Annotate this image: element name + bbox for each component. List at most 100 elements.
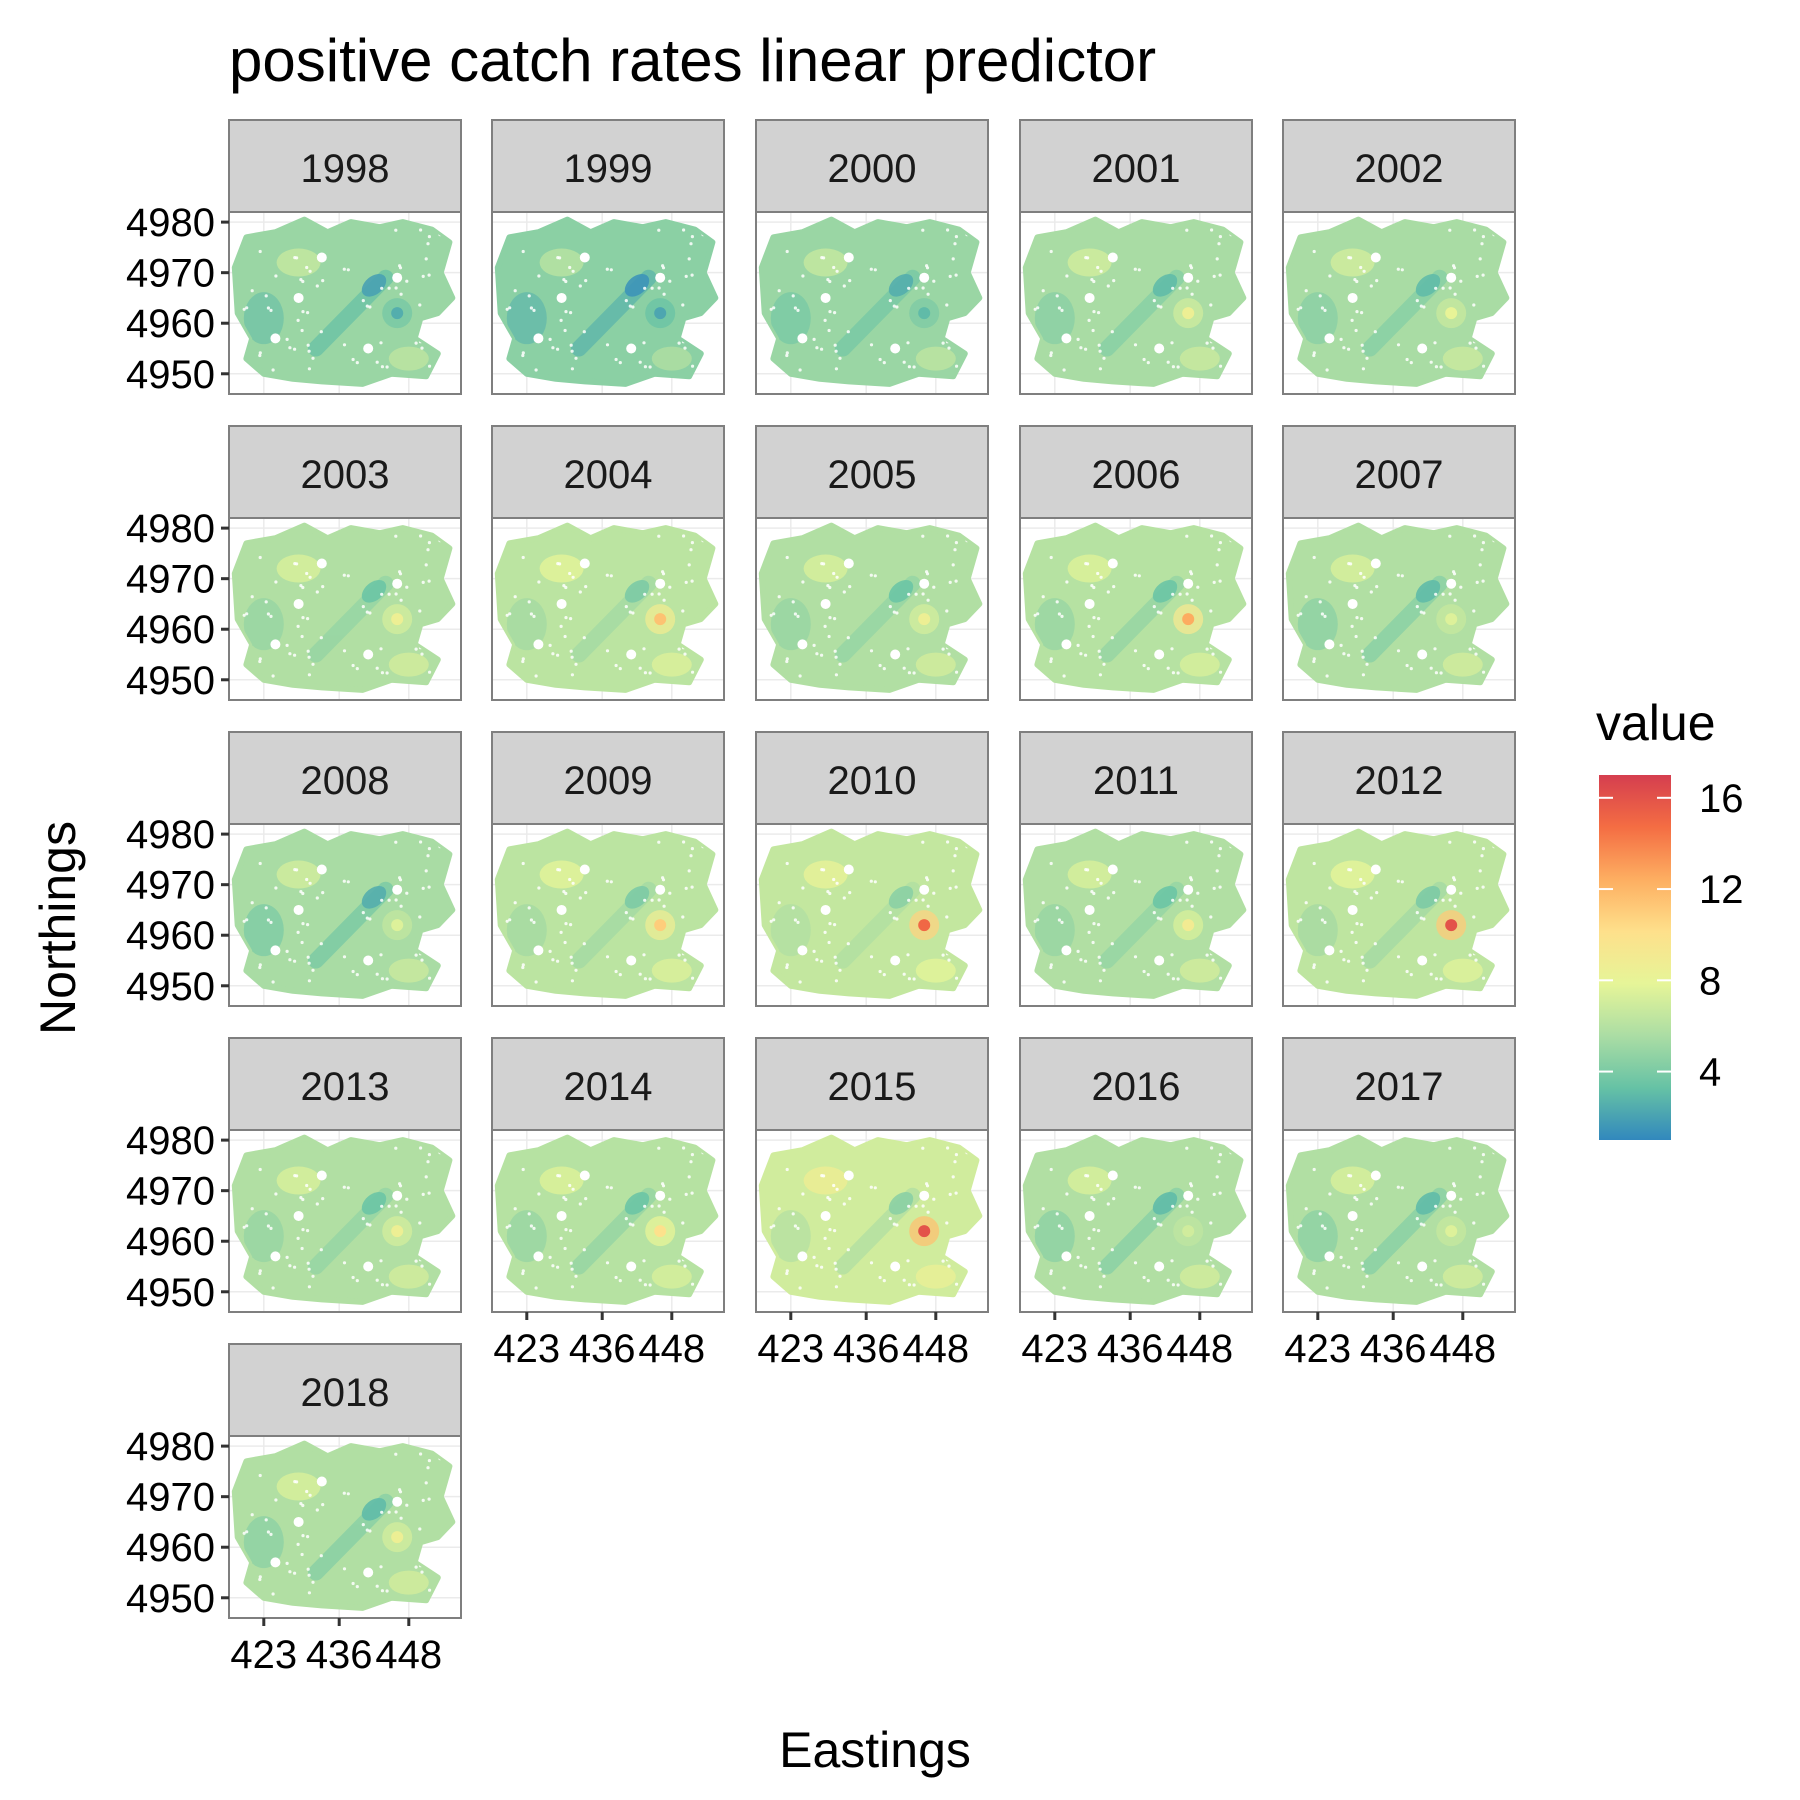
gap-speck: [584, 1197, 588, 1201]
gap-speck: [301, 922, 305, 926]
gap-speck: [906, 1259, 910, 1263]
gap-speck: [258, 1473, 262, 1478]
gap-hole: [556, 598, 567, 609]
gap-speck: [1320, 612, 1324, 616]
gap-speck: [1098, 673, 1102, 677]
gap-speck: [375, 1584, 379, 1588]
gap-speck: [274, 1192, 278, 1196]
gap-hole: [1154, 343, 1165, 354]
gap-speck: [683, 958, 687, 962]
gap-speck: [921, 534, 925, 538]
gap-speck: [624, 1217, 628, 1221]
gap-hole: [797, 639, 808, 650]
gap-speck: [1312, 657, 1316, 661]
gap-speck: [285, 337, 289, 341]
gap-speck: [1137, 574, 1141, 578]
gap-speck: [907, 898, 911, 902]
gap-speck: [1099, 269, 1103, 273]
gap-speck: [648, 1283, 652, 1287]
field-patch: [915, 652, 956, 677]
gap-speck: [1033, 307, 1037, 311]
gap-speck: [873, 574, 877, 578]
gap-speck: [266, 306, 270, 310]
gap-speck: [569, 1229, 573, 1233]
gap-speck: [307, 367, 311, 371]
gap-speck: [1133, 879, 1137, 883]
gap-hole: [363, 649, 374, 660]
gap-speck: [242, 919, 246, 923]
gap-speck: [295, 1174, 299, 1178]
y-tick-label: 4960: [126, 1220, 215, 1264]
gap-hole: [1183, 578, 1194, 589]
field-patch: [1297, 598, 1338, 651]
gap-speck: [1076, 949, 1080, 954]
gap-speck: [428, 364, 432, 368]
gap-speck: [1365, 968, 1369, 972]
gap-speck: [269, 614, 273, 619]
gap-speck: [833, 923, 837, 927]
gap-speck: [769, 613, 773, 617]
gap-speck: [532, 920, 536, 925]
gap-speck: [838, 662, 842, 666]
gap-speck: [1347, 959, 1351, 963]
gap-speck: [823, 1236, 827, 1240]
gap-speck: [1299, 306, 1303, 310]
gap-speck: [945, 303, 949, 307]
gap-speck: [793, 1224, 798, 1228]
gap-speck: [355, 361, 359, 365]
gap-speck: [1185, 1146, 1189, 1150]
gap-speck: [394, 1146, 398, 1150]
gap-speck: [785, 861, 789, 866]
gap-speck: [683, 652, 687, 656]
gap-speck: [661, 572, 666, 576]
gap-speck: [833, 617, 837, 621]
gap-speck: [1178, 592, 1182, 596]
gap-speck: [1041, 901, 1045, 905]
gap-hole: [797, 945, 808, 956]
gap-speck: [657, 592, 661, 596]
gap-speck: [570, 979, 575, 983]
gap-speck: [568, 877, 572, 882]
gap-speck: [521, 659, 525, 664]
gap-speck: [521, 351, 525, 355]
gap-speck: [1304, 289, 1308, 293]
low-value-spot: [361, 885, 387, 909]
field-patch: [1034, 904, 1075, 957]
gap-speck: [427, 235, 431, 239]
field-patch: [276, 248, 321, 277]
gap-speck: [1312, 351, 1316, 355]
gap-speck: [796, 614, 800, 619]
gap-speck: [1196, 279, 1200, 283]
gap-speck: [387, 286, 391, 290]
gap-speck: [346, 574, 350, 578]
gap-speck: [624, 605, 628, 609]
gap-speck: [628, 610, 632, 614]
gap-speck: [1178, 898, 1182, 902]
legend-title: value: [1596, 695, 1716, 751]
gap-speck: [570, 349, 574, 353]
panel-border: [755, 823, 989, 1007]
gap-speck: [424, 869, 428, 873]
gap-speck: [953, 1160, 957, 1164]
gap-speck: [681, 303, 685, 307]
gap-speck: [426, 1160, 430, 1164]
gap-speck: [1434, 671, 1438, 675]
gap-speck: [427, 1153, 431, 1157]
facet-panel-2010: 2010: [755, 731, 989, 1007]
field-patch: [770, 598, 811, 651]
gap-speck: [578, 590, 582, 594]
gap-speck: [305, 265, 309, 270]
gap-speck: [342, 1185, 346, 1189]
gap-hole: [392, 884, 403, 895]
gap-speck: [902, 360, 906, 364]
gap-speck: [1146, 1279, 1150, 1283]
gap-speck: [801, 1192, 805, 1196]
facet-strip: [1282, 1037, 1516, 1131]
gap-speck: [1137, 1186, 1141, 1190]
gap-hole: [293, 904, 304, 915]
gap-speck: [838, 968, 842, 972]
gap-speck: [835, 575, 839, 579]
gap-speck: [300, 634, 304, 639]
gap-hole: [363, 1567, 374, 1578]
gap-speck: [365, 1222, 369, 1226]
